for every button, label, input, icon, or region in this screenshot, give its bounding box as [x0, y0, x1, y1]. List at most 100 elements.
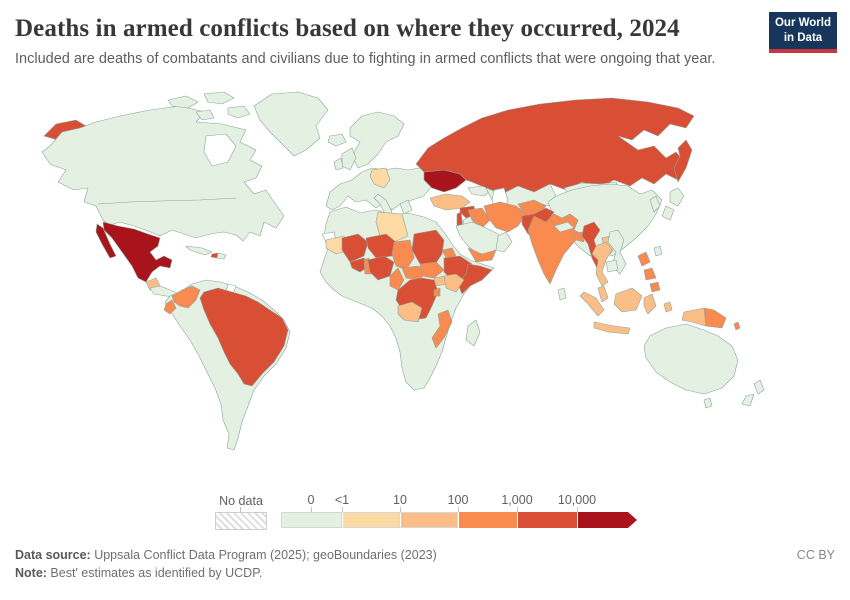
taiwan[interactable]: [653, 245, 663, 257]
legend-tick: [311, 507, 312, 512]
chart-footer: Data source: Uppsala Conflict Data Progr…: [15, 546, 835, 582]
legend-tick-label-lt1: <1: [334, 493, 350, 507]
legend-color-bar: 0 <1 10 100 1,000 10,000: [281, 493, 637, 528]
country-kenya[interactable]: [443, 273, 465, 293]
australia[interactable]: [643, 323, 739, 395]
country-south-sudan[interactable]: [419, 261, 445, 279]
legend-tick: [577, 507, 578, 512]
cambodia[interactable]: [605, 259, 619, 273]
country-mozambique[interactable]: [431, 309, 453, 349]
korea[interactable]: [649, 195, 661, 213]
country-philippines-south[interactable]: [643, 267, 657, 281]
country-cameroon[interactable]: [389, 267, 405, 291]
chart-header: Deaths in armed conflicts based on where…: [15, 14, 760, 69]
legend-bin-lt1-10[interactable]: [342, 512, 400, 528]
nepal[interactable]: [553, 221, 575, 233]
country-indonesia-maluku[interactable]: [663, 301, 673, 313]
country-mexico-baja[interactable]: [95, 223, 117, 259]
ireland[interactable]: [333, 157, 344, 171]
arctic-island[interactable]: [195, 109, 215, 121]
owid-logo-stripe: [769, 49, 837, 53]
dominican-republic[interactable]: [216, 252, 227, 260]
country-thailand[interactable]: [591, 241, 613, 287]
new-zealand-north[interactable]: [753, 379, 765, 395]
new-zealand-south[interactable]: [741, 393, 755, 407]
legend-bin-0[interactable]: [281, 512, 342, 528]
country-png-islands[interactable]: [733, 321, 741, 331]
country-somalia[interactable]: [457, 263, 493, 295]
united-kingdom[interactable]: [341, 147, 357, 171]
country-philippines[interactable]: [637, 251, 651, 267]
country-turkey[interactable]: [429, 193, 471, 211]
country-iraq[interactable]: [467, 207, 491, 229]
sri-lanka[interactable]: [557, 287, 567, 301]
legend-no-data-tick: [240, 507, 241, 512]
tasmania[interactable]: [703, 397, 713, 409]
license-link[interactable]: CC BY: [796, 548, 835, 562]
legend-tick-label-1000: 1,000: [501, 493, 533, 507]
map-legend: No data 0 <1 10 100 1,000 10,000: [0, 493, 850, 534]
legend-tick-label-100: 100: [447, 493, 469, 507]
arctic-island[interactable]: [203, 91, 235, 105]
country-philippines-mindanao[interactable]: [649, 281, 661, 293]
cuba[interactable]: [185, 245, 213, 256]
legend-bin-1000-10000[interactable]: [517, 512, 577, 528]
country-indonesia-papua[interactable]: [681, 307, 707, 327]
country-ecuador[interactable]: [163, 299, 177, 315]
legend-bin-over-10000[interactable]: [577, 512, 637, 528]
owid-logo-line1: Our World: [774, 16, 831, 29]
note-label: Note:: [15, 566, 47, 581]
country-sudan[interactable]: [411, 229, 445, 267]
country-india[interactable]: [527, 213, 583, 285]
legend-tick: [400, 507, 401, 512]
legend-bin-10-100[interactable]: [400, 512, 458, 528]
legend-tick-label-10: 10: [393, 493, 407, 507]
chart-title: Deaths in armed conflicts based on where…: [15, 15, 680, 42]
legend-tick: [458, 507, 459, 512]
country-mexico[interactable]: [102, 221, 173, 283]
japan-south[interactable]: [661, 205, 675, 221]
country-burundi[interactable]: [433, 287, 441, 297]
legend-tick: [342, 507, 343, 512]
country-iran[interactable]: [483, 201, 527, 233]
country-indonesia-java[interactable]: [593, 321, 631, 335]
us-canada-border: [97, 197, 237, 205]
country-colombia[interactable]: [171, 285, 201, 309]
country-indonesia-sumatra[interactable]: [579, 291, 605, 317]
country-mali[interactable]: [341, 233, 369, 263]
iceland[interactable]: [327, 133, 347, 147]
data-source-line: Data source: Uppsala Conflict Data Progr…: [15, 546, 835, 564]
legend-no-data-label: No data: [219, 494, 263, 508]
owid-logo-line2: in Data: [783, 31, 823, 44]
country-papua-new-guinea[interactable]: [703, 307, 727, 329]
note-line: Note: Best' estimates as identified by U…: [15, 564, 835, 582]
scandinavia[interactable]: [349, 111, 405, 169]
country-malaysia[interactable]: [597, 285, 609, 303]
hudson-bay: [203, 133, 237, 167]
country-yemen[interactable]: [467, 247, 497, 263]
country-indonesia-borneo[interactable]: [613, 287, 643, 313]
greenland[interactable]: [253, 91, 329, 157]
legend-no-data-swatch[interactable]: [215, 512, 267, 530]
arctic-island[interactable]: [227, 105, 251, 119]
owid-logo[interactable]: Our World in Data: [769, 12, 837, 53]
country-russia-kamchatka[interactable]: [673, 139, 693, 183]
country-brazil[interactable]: [199, 287, 289, 387]
country-bangladesh[interactable]: [573, 231, 585, 243]
chart-subtitle: Included are deaths of combatants and ci…: [15, 51, 716, 67]
country-angola[interactable]: [397, 301, 423, 323]
country-germany[interactable]: [369, 167, 391, 189]
data-source-text: Uppsala Conflict Data Program (2025); ge…: [90, 548, 437, 562]
arctic-island[interactable]: [167, 95, 199, 109]
madagascar[interactable]: [465, 319, 481, 347]
note-text: Best' estimates as identified by UCDP.: [46, 566, 263, 581]
greece[interactable]: [399, 199, 413, 215]
oman[interactable]: [495, 231, 513, 253]
legend-bin-100-1000[interactable]: [458, 512, 517, 528]
vietnam[interactable]: [607, 229, 627, 275]
japan[interactable]: [669, 187, 685, 207]
legend-tick: [517, 507, 518, 512]
country-eritrea[interactable]: [441, 247, 457, 259]
country-indonesia-sulawesi[interactable]: [643, 293, 657, 315]
country-niger[interactable]: [365, 233, 397, 259]
